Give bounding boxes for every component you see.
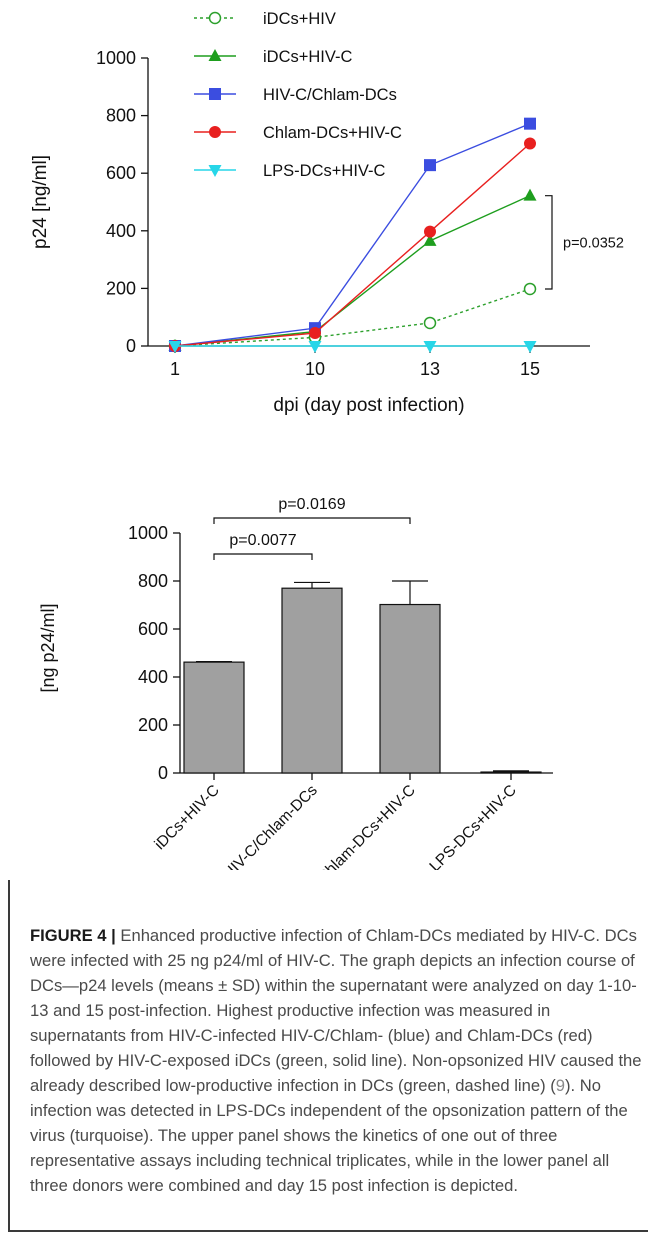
data-point <box>524 117 536 130</box>
series-lps-dcs-hiv-c <box>168 341 537 353</box>
bar <box>379 603 441 774</box>
caption-border <box>8 880 648 1232</box>
series-hiv-c-chlam-dcs <box>169 117 536 352</box>
figure-caption: FIGURE 4 | Enhanced productive infection… <box>30 923 642 1198</box>
data-point <box>423 316 437 330</box>
bar <box>480 771 542 774</box>
legend-label: LPS-DCs+HIV-C <box>263 162 385 180</box>
series-line <box>174 288 531 347</box>
legend-marker <box>209 88 221 100</box>
y-tick-label: 800 <box>138 571 168 591</box>
x-tick-label: iDCs+HIV-C <box>151 782 222 853</box>
significance-bracket <box>213 553 313 560</box>
y-tick-label: 200 <box>106 278 136 298</box>
caption-text-2: ). No infection was detected in LPS-DCs … <box>30 1076 628 1195</box>
data-point <box>309 327 321 340</box>
data-point <box>524 137 536 150</box>
y-tick-label: 0 <box>126 336 136 356</box>
legend-marker <box>208 165 222 177</box>
x-tick-label: HIV-C/Chlam-DCs <box>220 782 321 870</box>
y-tick-label: 400 <box>138 667 168 687</box>
data-point <box>424 225 436 238</box>
line-chart: 0 200 400 600 800 1000 1 10 13 15 dpi (day post in… <box>30 10 624 416</box>
legend-label: iDCs+HIV-C <box>263 48 352 66</box>
caption-text-1: Enhanced productive infection of Chlam-D… <box>30 926 642 1095</box>
x-tick-label: 13 <box>420 359 440 379</box>
x-tick-label: Chlam-DCs+HIV-C <box>315 782 419 870</box>
data-point <box>523 341 537 353</box>
y-tick-label: 1000 <box>96 48 136 68</box>
y-tick-label: 400 <box>106 221 136 241</box>
x-tick-label: 10 <box>305 359 325 379</box>
legend-marker <box>209 126 221 138</box>
data-point <box>168 341 182 353</box>
y-tick-label: 800 <box>106 106 136 126</box>
y-tick-label: 0 <box>158 763 168 783</box>
figure-label: FIGURE 4 | <box>30 926 116 945</box>
bar <box>281 587 343 774</box>
series-idcs-hiv-c <box>168 188 537 351</box>
data-point <box>424 159 436 172</box>
data-point <box>308 341 322 353</box>
series-line <box>174 143 531 347</box>
y-axis-label: p24 [ng/ml] <box>30 155 51 249</box>
y-tick-label: 200 <box>138 715 168 735</box>
legend-label: iDCs+HIV <box>263 10 336 28</box>
y-tick-label: 1000 <box>128 523 168 543</box>
x-axis-label: dpi (day post infection) <box>273 395 464 416</box>
y-axis-label: [ng p24/ml] <box>38 603 58 692</box>
line-chart-plot: 0 200 400 600 800 1000 1 10 13 15 dpi (day post in… <box>30 10 624 416</box>
data-point <box>423 233 437 246</box>
series-line <box>174 123 531 347</box>
legend-label: Chlam-DCs+HIV-C <box>263 124 402 142</box>
y-tick-label: 600 <box>106 163 136 183</box>
p-value-label: p=0.0352 <box>563 235 624 251</box>
caption-reference: 9 <box>555 1076 565 1095</box>
y-tick-label: 600 <box>138 619 168 639</box>
x-tick-label: LPS-DCs+HIV-C <box>426 782 519 870</box>
series-line <box>174 195 531 347</box>
legend-marker <box>208 11 222 25</box>
bar <box>183 661 245 774</box>
bar-chart-plot: 0 200 400 600 800 1000 [ng p24/ml] iDCs+HIV-CHI… <box>38 496 553 870</box>
x-tick-label: 15 <box>520 359 540 379</box>
x-tick-label: 1 <box>170 359 180 379</box>
data-point <box>523 188 537 201</box>
data-point <box>523 282 537 296</box>
p-value-label: p=0.0169 <box>278 496 345 513</box>
p-value-label: p=0.0077 <box>229 532 296 549</box>
data-point <box>423 341 437 353</box>
bar-chart: 0 200 400 600 800 1000 [ng p24/ml] iDCs+HIV-CHI… <box>38 496 553 870</box>
significance-bracket <box>213 517 411 524</box>
significance-bracket <box>545 195 553 290</box>
legend-marker <box>208 49 222 61</box>
legend-label: HIV-C/Chlam-DCs <box>263 86 397 104</box>
